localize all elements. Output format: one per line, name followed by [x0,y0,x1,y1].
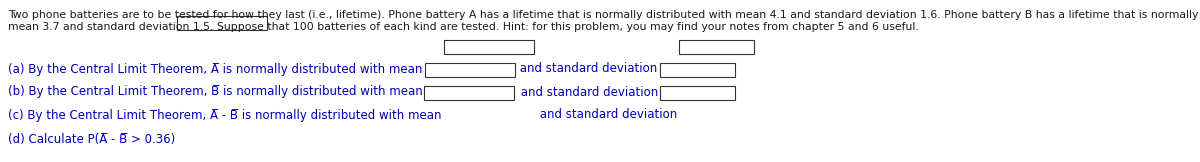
Text: (b) By the Central Limit Theorem, B̅ is normally distributed with mean: (b) By the Central Limit Theorem, B̅ is … [8,86,422,98]
Text: and standard deviation: and standard deviation [516,63,658,75]
Text: Two phone batteries are to be tested for how they last (i.e., lifetime). Phone b: Two phone batteries are to be tested for… [8,10,1200,20]
Text: (c) By the Central Limit Theorem, A̅ - B̅ is normally distributed with mean: (c) By the Central Limit Theorem, A̅ - B… [8,109,442,122]
Text: (a) By the Central Limit Theorem, A̅ is normally distributed with mean: (a) By the Central Limit Theorem, A̅ is … [8,63,422,75]
Text: (d) Calculate P(A̅ - B̅ > 0.36): (d) Calculate P(A̅ - B̅ > 0.36) [8,133,175,145]
Text: mean 3.7 and standard deviation 1.5. Suppose that 100 batteries of each kind are: mean 3.7 and standard deviation 1.5. Sup… [8,22,919,32]
Text: and standard deviation: and standard deviation [535,109,677,122]
Text: and standard deviation: and standard deviation [517,86,658,98]
